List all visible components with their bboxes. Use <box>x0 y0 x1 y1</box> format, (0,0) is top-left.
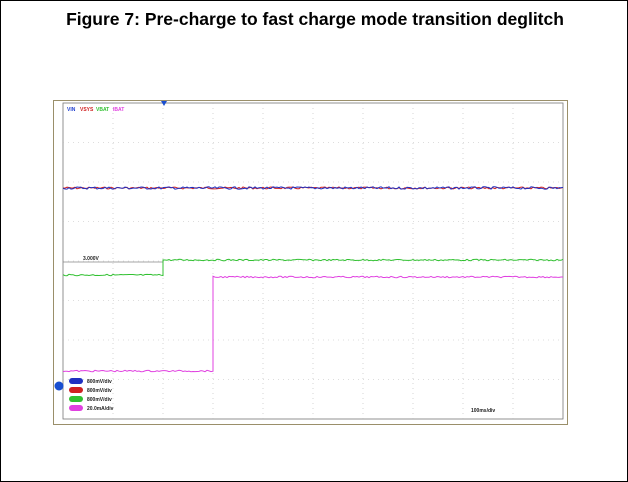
legend-ibat: IBAT <box>113 107 124 113</box>
ch-tag <box>69 387 83 393</box>
ch-scale: 20.0mA/div <box>87 406 114 412</box>
legend-vin: VIN <box>67 107 76 113</box>
ch-scale: 800mV/div <box>87 379 112 385</box>
ibat-trace <box>62 275 563 373</box>
ch-tag <box>69 378 83 384</box>
ch-scale: 800mV/div <box>87 397 112 403</box>
reference-label: 3.000V <box>83 256 100 262</box>
vin-trace <box>62 186 564 190</box>
trigger-marker <box>161 101 167 106</box>
ch-tag <box>69 396 83 402</box>
legend-vbat: VBAT <box>96 107 109 113</box>
ch-scale: 800mV/div <box>87 388 112 394</box>
scope-screenshot: VIN VSYS VBAT IBAT 3.000V 800mV/div 800m… <box>53 100 568 425</box>
ch-tag <box>69 405 83 411</box>
legend-vsys: VSYS <box>80 107 94 113</box>
vbat-trace <box>62 258 564 277</box>
channel-marker <box>54 381 64 391</box>
figure-title: Figure 7: Pre-charge to fast charge mode… <box>66 9 564 29</box>
timebase: 100ms/div <box>471 408 495 414</box>
